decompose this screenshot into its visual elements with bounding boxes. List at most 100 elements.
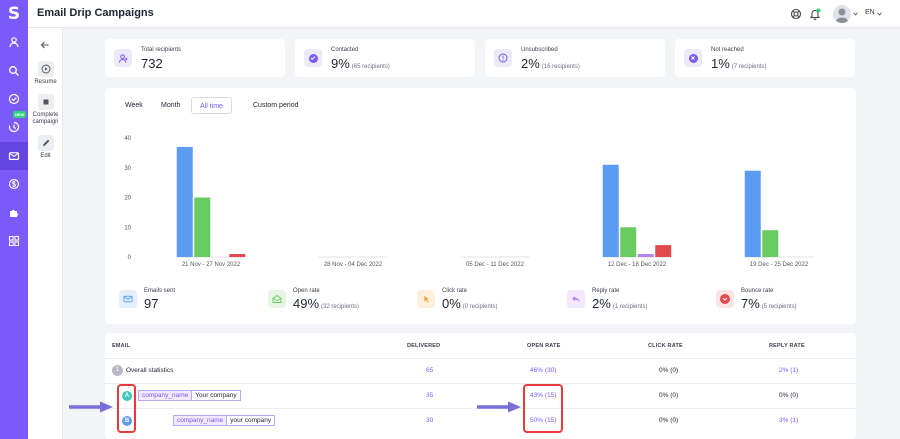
metric-value: 2% (1 recipients)	[592, 296, 648, 311]
new-badge: NEW	[13, 111, 27, 118]
bar[interactable]	[744, 170, 761, 257]
resume-button[interactable]: Resume	[28, 61, 63, 86]
edit-label: Edit	[40, 153, 51, 159]
bar[interactable]	[176, 146, 193, 257]
dollar-circle-icon	[8, 178, 20, 190]
tab-custom-period[interactable]: Custom period	[253, 102, 299, 109]
merge-tag-key: company_name	[138, 390, 193, 401]
stat-contacted: Contacted 9% (65 recipients)	[295, 39, 475, 77]
annotation-arrow-icon	[477, 401, 521, 413]
variant-b-click-rate: 0% (0)	[659, 417, 679, 424]
overall-reply-rate[interactable]: 2% (1)	[779, 367, 799, 374]
col-reply-rate: REPLY RATE	[769, 343, 805, 349]
metric-value: 7% (5 recipients)	[741, 296, 797, 311]
overall-delivered[interactable]: 65	[426, 367, 434, 374]
user-avatar[interactable]	[833, 5, 851, 23]
bar[interactable]	[229, 254, 246, 257]
complete-campaign-button[interactable]: Complete campaign	[28, 94, 63, 126]
x-tick-label: 19 Dec - 25 Dec 2022	[750, 262, 809, 268]
tab-all-time[interactable]: All time	[191, 97, 232, 114]
variant-a-subject[interactable]: company_name Your company	[138, 390, 241, 401]
variant-b-subject[interactable]: company_name your company	[173, 415, 276, 426]
stat-label: Total recipients	[141, 47, 182, 53]
x-tick-label: 12 Dec - 18 Dec 2022	[608, 262, 667, 268]
rail-automation[interactable]: NEW	[0, 111, 28, 141]
metric-label: Click rate	[442, 288, 468, 294]
metric-label: Reply rate	[592, 288, 620, 294]
search-icon	[9, 66, 19, 76]
bell-icon[interactable]	[809, 8, 821, 20]
pencil-icon	[37, 135, 54, 151]
chevron-down-icon[interactable]	[877, 12, 882, 16]
x-circle-icon	[684, 49, 702, 67]
variant-b-badge: B	[122, 416, 132, 426]
table-row-variant-a: A company_name Your company 35 43% (15) …	[105, 383, 856, 408]
row-number-badge: 1	[112, 365, 123, 376]
rail-search[interactable]	[0, 57, 28, 85]
support-icon[interactable]	[790, 8, 802, 20]
tab-week[interactable]: Week	[125, 102, 143, 109]
stat-value: 2% (16 recipients)	[521, 56, 580, 71]
bar[interactable]	[602, 164, 619, 257]
merge-tag-value: your company	[227, 415, 276, 426]
top-header: Email Drip Campaigns EN	[28, 0, 900, 28]
variant-a-delivered[interactable]: 35	[426, 392, 434, 399]
overall-click-rate: 0% (0)	[659, 367, 679, 374]
metric-label: Bounce rate	[741, 288, 774, 294]
rail-integrations[interactable]	[0, 199, 28, 227]
grid-icon	[8, 235, 20, 247]
rail-email-campaigns[interactable]	[0, 142, 28, 170]
y-tick-label: 20	[124, 196, 131, 202]
rail-billing[interactable]	[0, 170, 28, 198]
col-open-rate: OPEN RATE	[527, 343, 561, 349]
variant-b-delivered[interactable]: 30	[426, 417, 434, 424]
language-selector[interactable]: EN	[865, 9, 875, 16]
complete-campaign-label: Complete campaign	[32, 112, 59, 125]
app-logo[interactable]: S	[7, 4, 21, 24]
x-tick-label: 28 Nov - 04 Dec 2022	[324, 262, 383, 268]
stop-icon	[37, 94, 54, 110]
resume-label: Resume	[34, 79, 57, 85]
merge-tag-value: Your company	[192, 390, 241, 401]
annotation-arrow-icon	[69, 401, 113, 413]
open-mail-icon	[268, 290, 286, 308]
bar[interactable]	[655, 245, 672, 257]
variant-a-reply-rate: 0% (0)	[779, 392, 799, 399]
x-tick-label: 05 Dec - 11 Dec 2022	[466, 262, 525, 268]
cursor-click-icon	[417, 290, 435, 308]
stat-unsubscribed: Unsubscribed 2% (16 recipients)	[485, 39, 665, 77]
bar[interactable]	[637, 254, 654, 257]
bar[interactable]	[762, 230, 779, 257]
tab-month[interactable]: Month	[161, 102, 181, 109]
overall-open-rate[interactable]: 46% (30)	[530, 367, 557, 374]
bar[interactable]	[194, 197, 211, 258]
back-arrow-icon[interactable]	[40, 40, 50, 50]
col-email: EMAIL	[112, 343, 131, 349]
variant-b-reply-rate[interactable]: 3% (1)	[779, 417, 799, 424]
app-rail: S NEW	[0, 0, 28, 439]
page-title: Email Drip Campaigns	[37, 7, 154, 19]
metric-label: Open rate	[293, 288, 320, 294]
mail-icon	[8, 152, 20, 160]
variant-a-open-rate[interactable]: 43% (15)	[530, 392, 557, 399]
chevron-down-icon[interactable]	[853, 12, 858, 16]
avatar-image	[835, 8, 849, 23]
edit-button[interactable]: Edit	[28, 135, 63, 160]
stat-label: Unsubscribed	[521, 47, 558, 53]
bounce-icon	[716, 290, 734, 308]
stat-total-recipients: Total recipients 732	[105, 39, 285, 77]
rail-contacts[interactable]	[0, 28, 28, 56]
user-icon	[9, 37, 19, 48]
users-icon	[114, 49, 132, 67]
rail-dashboard[interactable]	[0, 227, 28, 255]
variant-b-open-rate[interactable]: 50% (15)	[530, 417, 557, 424]
automation-icon	[8, 121, 20, 133]
col-delivered: DELIVERED	[407, 343, 441, 349]
y-tick-label: 10	[124, 225, 131, 231]
table-row-overall: 1 Overall statistics 65 46% (30) 0% (0) …	[105, 358, 856, 383]
mail-icon	[119, 290, 137, 308]
rail-tasks[interactable]	[0, 85, 28, 113]
stat-label: Contacted	[331, 47, 359, 53]
bar[interactable]	[620, 227, 637, 257]
variant-a-badge: A	[122, 391, 132, 401]
